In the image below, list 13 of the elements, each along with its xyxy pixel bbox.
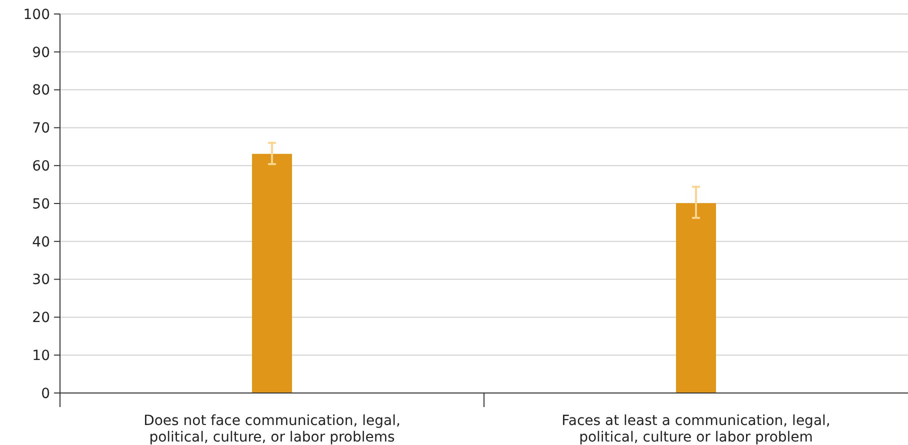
y-tick-label: 20 — [32, 310, 50, 326]
y-tick-label: 80 — [32, 82, 50, 99]
y-tick-label: 40 — [32, 234, 50, 250]
y-tick-label: 30 — [32, 272, 50, 288]
x-tick-label: Does not face communication, legal, political, culture, or labor problems — [144, 413, 400, 445]
y-tick-label: 50 — [32, 196, 50, 212]
y-tick-label: 10 — [32, 348, 50, 364]
y-tick-label: 0 — [41, 386, 50, 402]
y-tick-label: 100 — [23, 6, 50, 23]
y-tick-label: 70 — [32, 120, 50, 137]
y-tick-label: 90 — [32, 44, 50, 61]
x-tick-label: Faces at least a communication, legal, political, culture or labor problem — [562, 413, 830, 445]
y-tick-label: 60 — [32, 158, 50, 174]
